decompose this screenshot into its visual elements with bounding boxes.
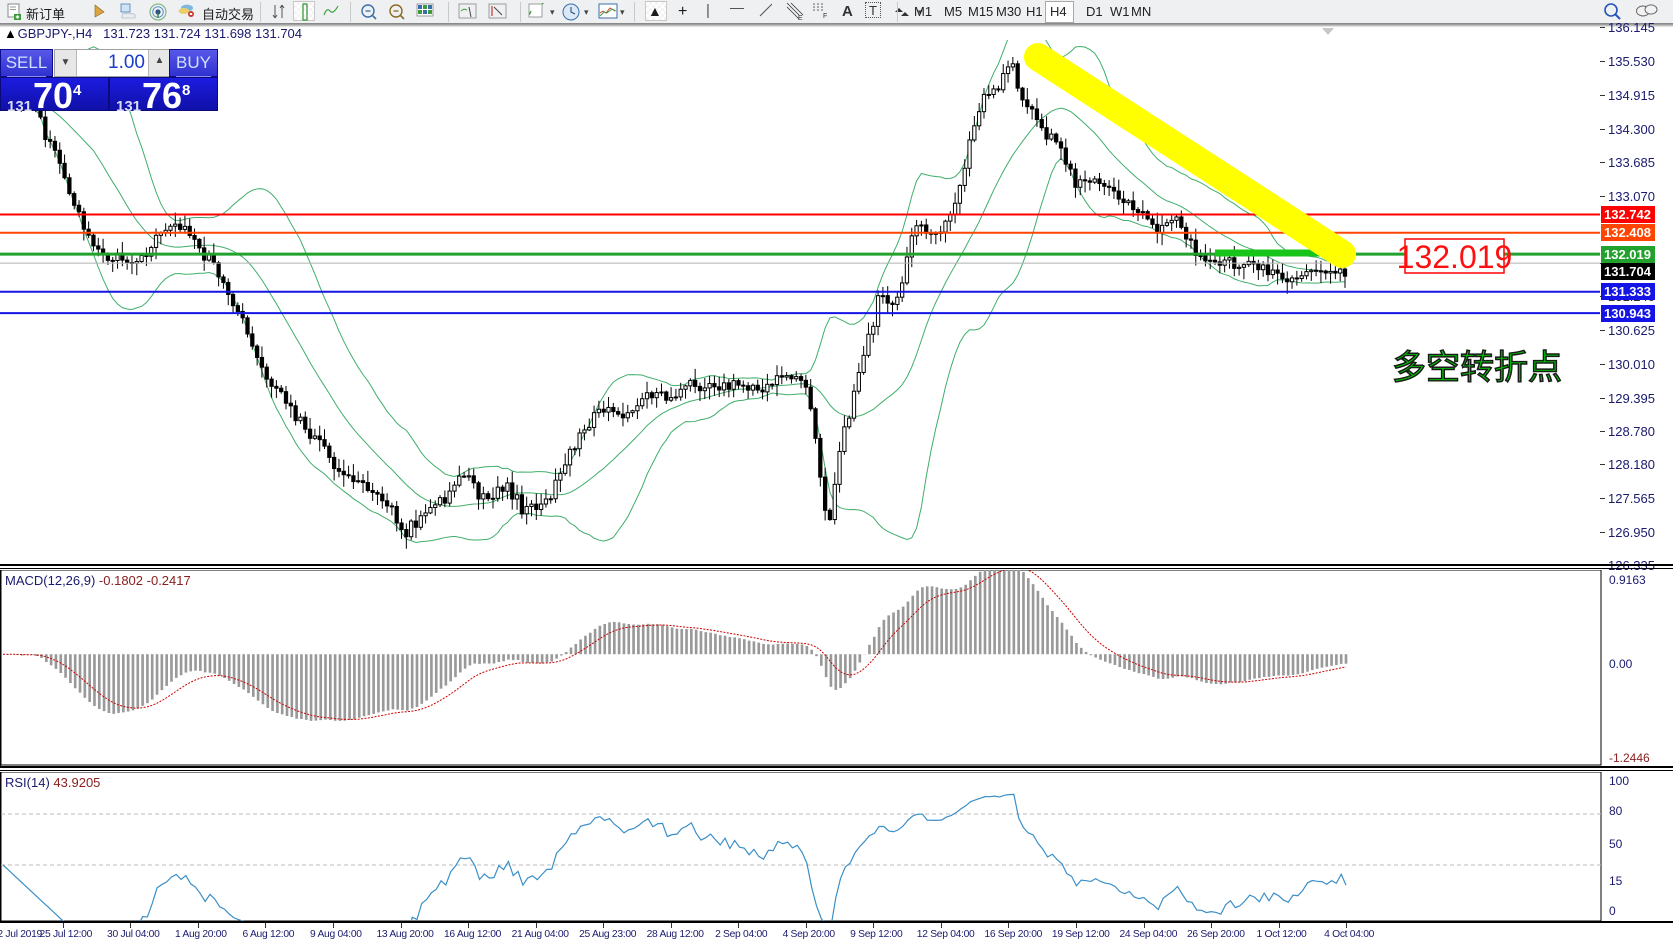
svg-text:多空转折点: 多空转折点 — [1392, 349, 1562, 387]
svg-text:132.019: 132.019 — [1397, 239, 1513, 275]
